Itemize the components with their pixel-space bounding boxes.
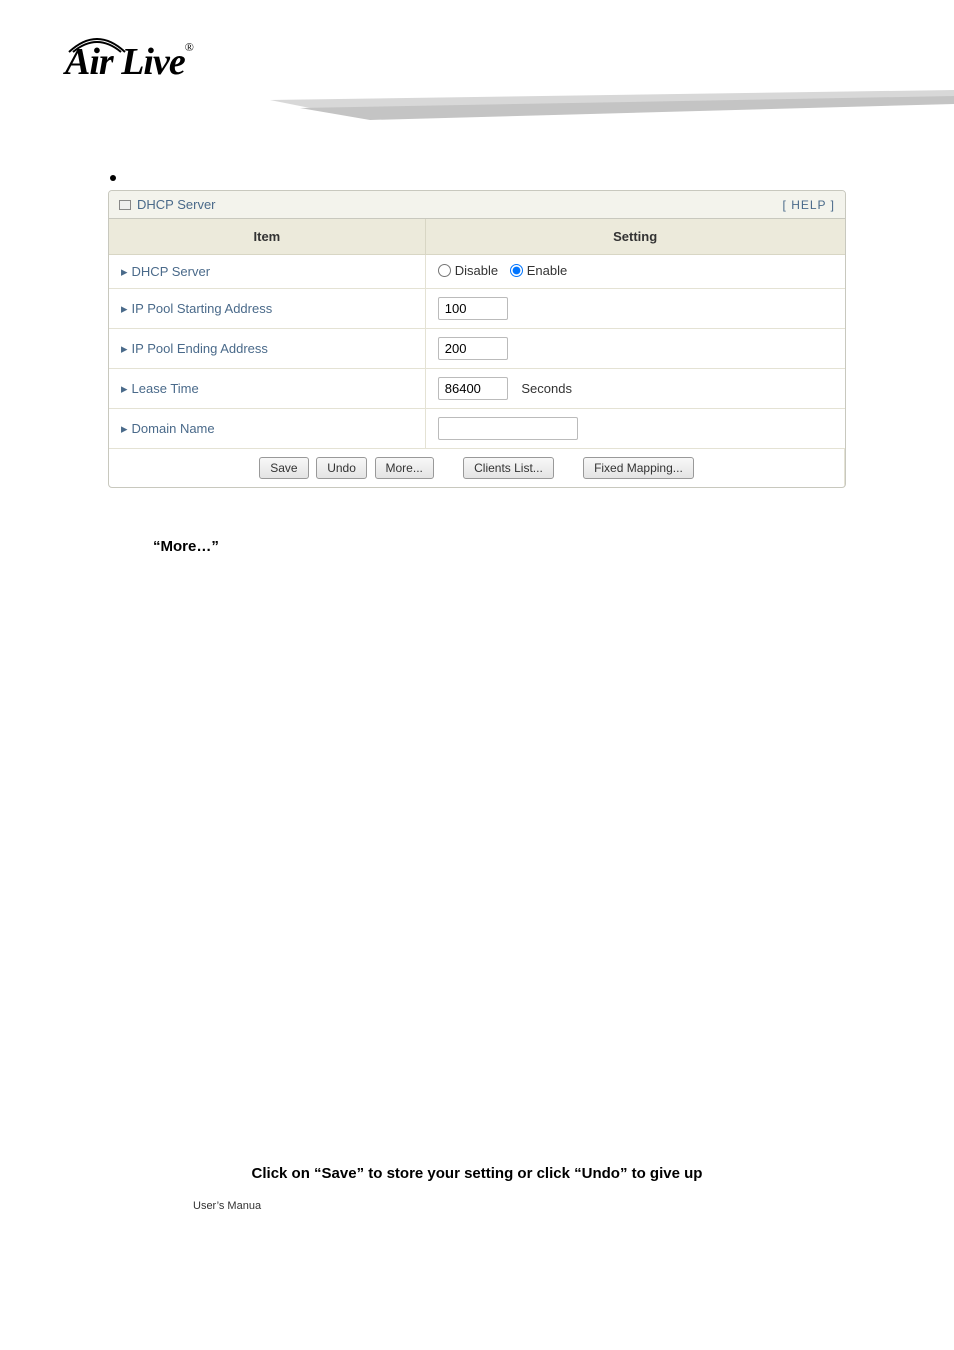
radio-enable-wrap[interactable]: Enable [510, 263, 567, 278]
clients-list-button[interactable]: Clients List... [463, 457, 554, 479]
panel-title: DHCP Server [119, 197, 216, 212]
col-setting: Setting [425, 219, 844, 255]
help-link[interactable]: [ HELP ] [783, 198, 835, 212]
col-item: Item [109, 219, 425, 255]
arrow-icon: ▸ [121, 381, 128, 396]
panel-header: DHCP Server [ HELP ] [109, 191, 845, 219]
arrow-icon: ▸ [121, 264, 128, 279]
arrow-icon: ▸ [121, 341, 128, 356]
label-domain: Domain Name [132, 421, 215, 436]
dhcp-panel: DHCP Server [ HELP ] Item Setting ▸ DHCP … [108, 190, 846, 488]
header-swoosh-icon [270, 90, 954, 130]
input-lease[interactable] [438, 377, 508, 400]
logo-arc-icon [67, 32, 127, 56]
row-ip-start: ▸ IP Pool Starting Address [109, 289, 845, 329]
radio-enable-label: Enable [527, 263, 567, 278]
label-ip-end: IP Pool Ending Address [132, 341, 268, 356]
content-area: DHCP Server [ HELP ] Item Setting ▸ DHCP … [0, 190, 954, 1212]
more-button[interactable]: More... [375, 457, 434, 479]
radio-disable[interactable] [438, 264, 451, 277]
row-lease: ▸ Lease Time Seconds [109, 369, 845, 409]
label-ip-start: IP Pool Starting Address [132, 301, 273, 316]
label-dhcp: DHCP Server [132, 264, 211, 279]
radio-disable-label: Disable [455, 263, 498, 278]
panel-icon [119, 200, 131, 210]
label-lease: Lease Time [132, 381, 199, 396]
input-domain[interactable] [438, 417, 578, 440]
fixed-mapping-button[interactable]: Fixed Mapping... [583, 457, 694, 479]
radio-enable[interactable] [510, 264, 523, 277]
footer-text: User’s Manua [193, 1200, 846, 1212]
settings-table: Item Setting ▸ DHCP Server Disable Enable [109, 219, 845, 487]
undo-button[interactable]: Undo [316, 457, 367, 479]
save-button[interactable]: Save [259, 457, 308, 479]
panel-title-text: DHCP Server [137, 197, 216, 212]
arrow-icon: ▸ [121, 301, 128, 316]
row-ip-end: ▸ IP Pool Ending Address [109, 329, 845, 369]
registered-icon: ® [185, 40, 194, 54]
save-instruction: Click on “Save” to store your setting or… [108, 1165, 846, 1182]
arrow-icon: ▸ [121, 421, 128, 436]
row-dhcp-server: ▸ DHCP Server Disable Enable [109, 255, 845, 289]
input-ip-start[interactable] [438, 297, 508, 320]
logo: Air Live® [65, 40, 954, 84]
lease-unit: Seconds [521, 381, 572, 396]
input-ip-end[interactable] [438, 337, 508, 360]
row-domain: ▸ Domain Name [109, 409, 845, 449]
more-text: “More…” [153, 538, 846, 555]
page-header: Air Live® [0, 0, 954, 130]
button-row: Save Undo More... Clients List... Fixed … [109, 449, 845, 488]
bullet-icon [110, 175, 116, 181]
radio-disable-wrap[interactable]: Disable [438, 263, 498, 278]
